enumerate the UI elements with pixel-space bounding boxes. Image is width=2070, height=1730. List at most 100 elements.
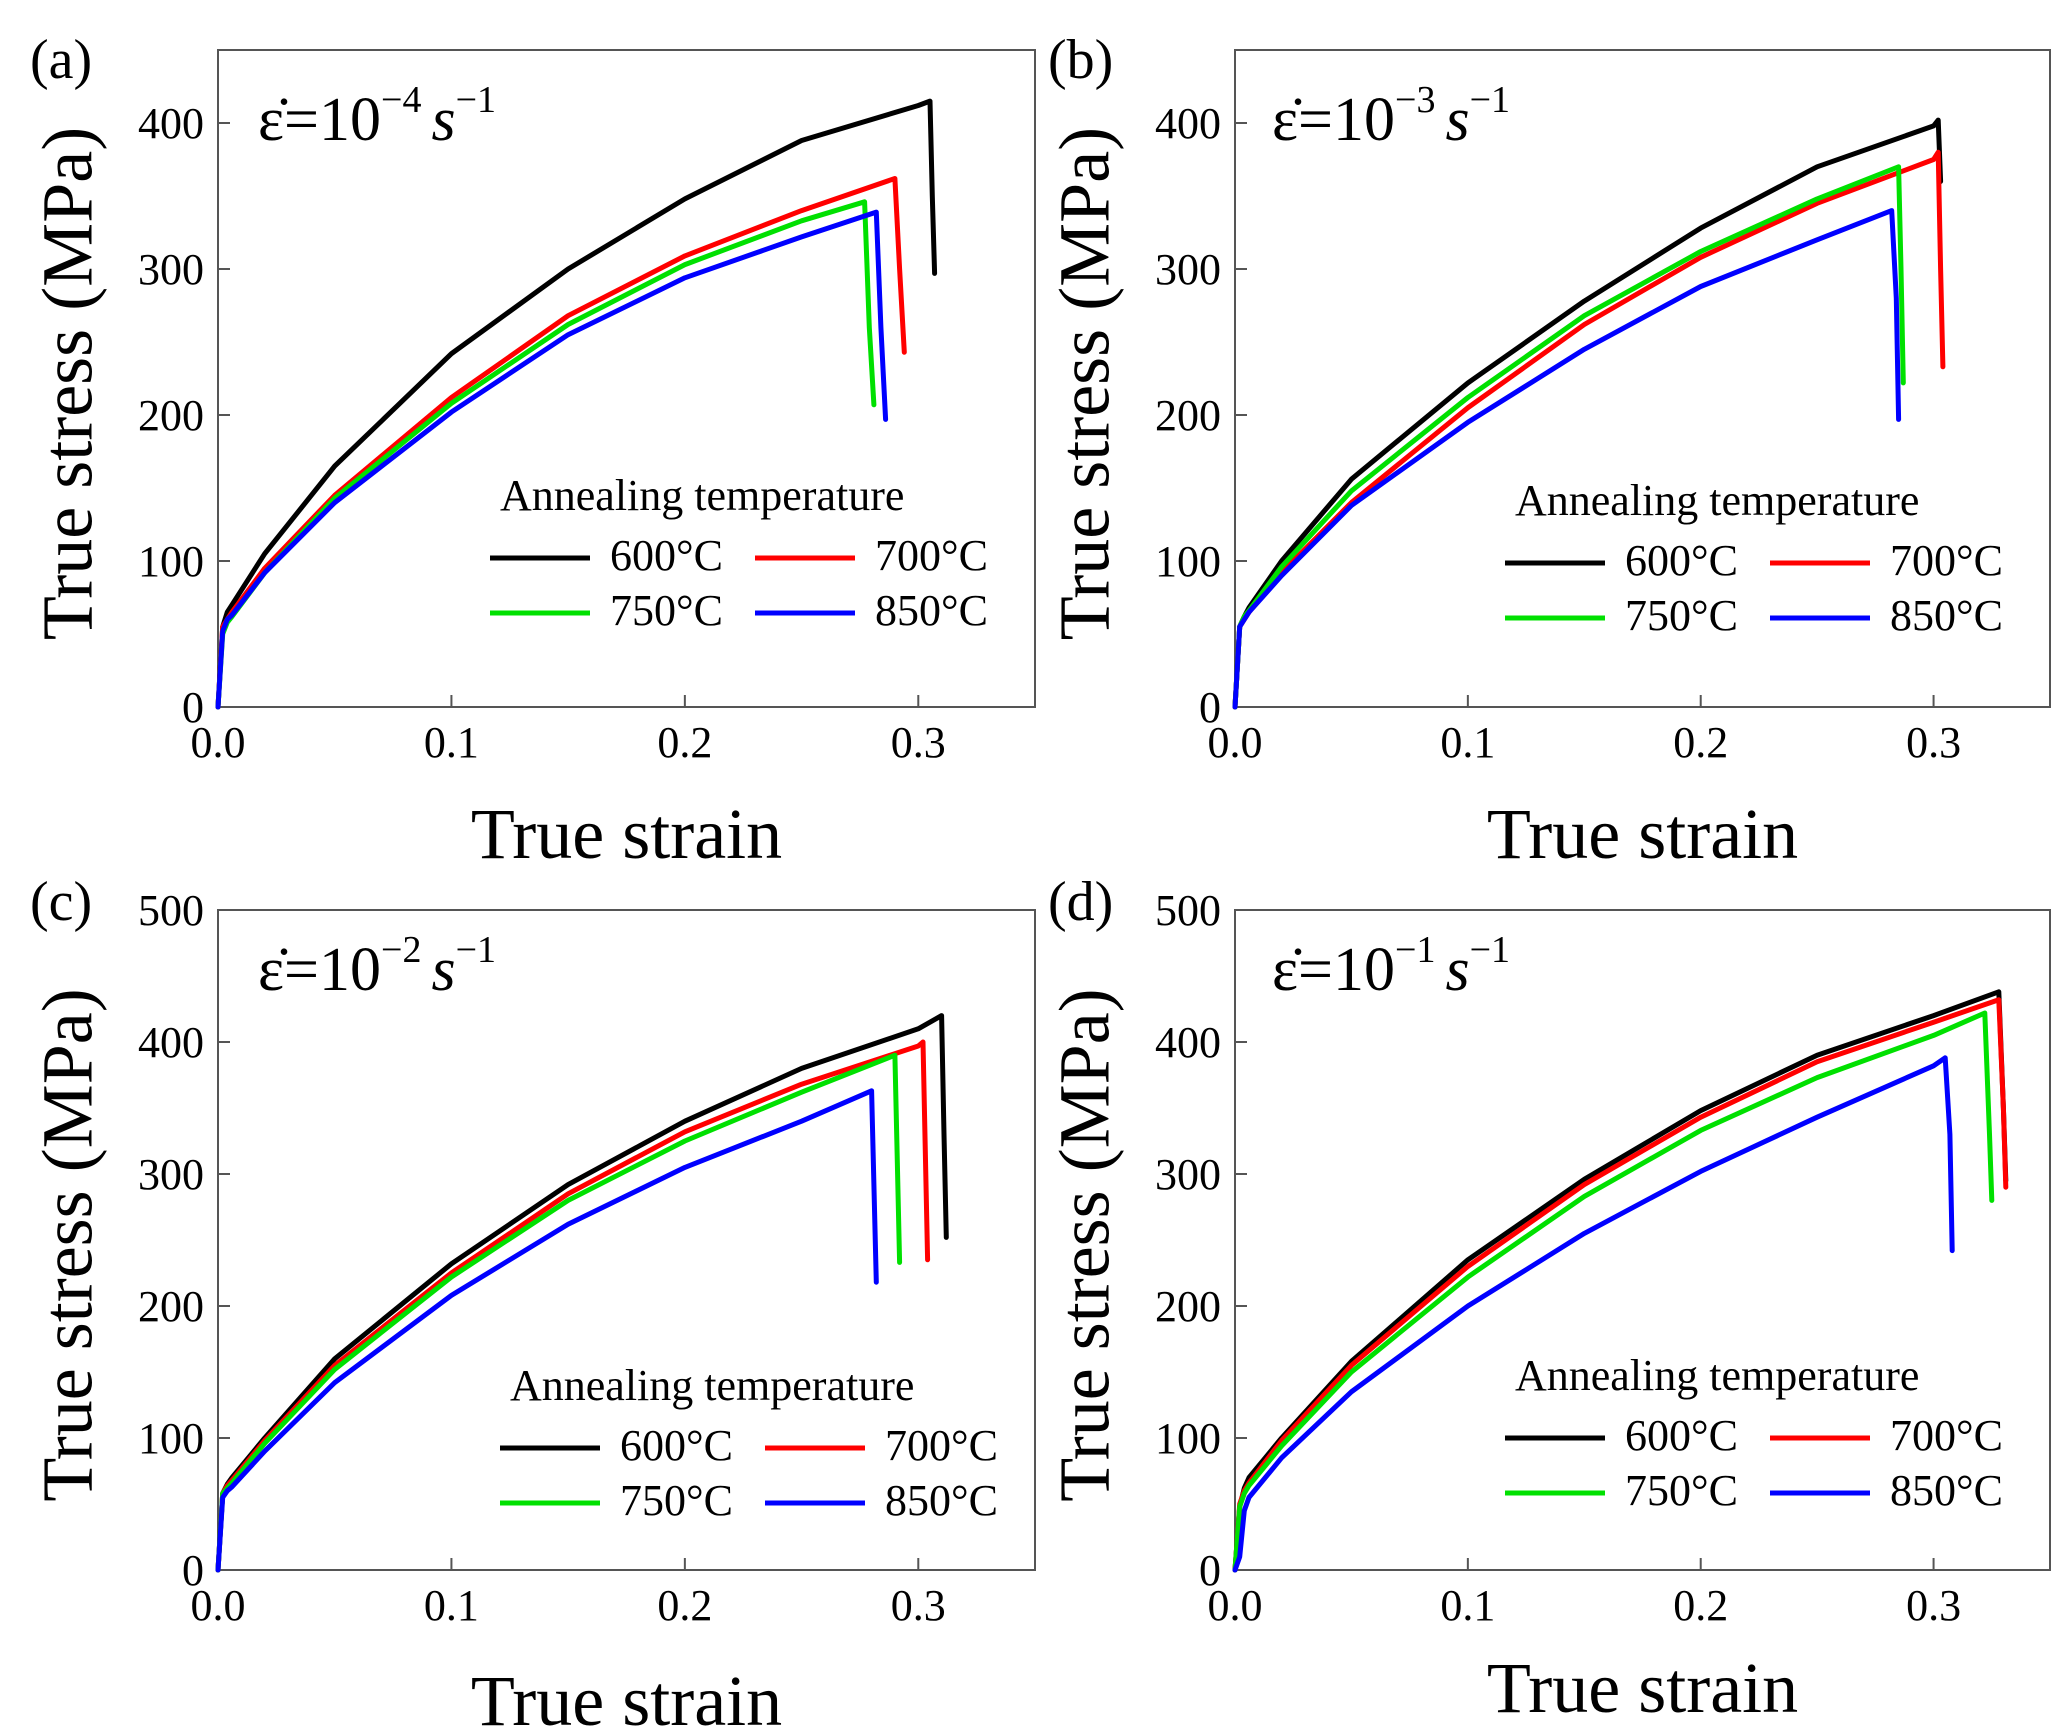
strain-rate-prefix: ε̇=10 bbox=[258, 936, 381, 1004]
plot-frame bbox=[217, 909, 1036, 1571]
series-line-750c bbox=[215, 199, 877, 710]
y-tick-label: 200 bbox=[138, 391, 204, 440]
panel-label: (c) bbox=[30, 871, 92, 933]
chart-panel: 0.0 0.1 0.2 0.3 0 100 200 300 400 True strain True… bbox=[28, 29, 1036, 874]
strain-rate-annotation: ε̇=10−1 s−1 bbox=[1272, 929, 1510, 1004]
legend-entry-label: 700°C bbox=[885, 1421, 998, 1470]
strain-rate-unit: s bbox=[1445, 936, 1469, 1004]
series-line-600c bbox=[215, 1013, 949, 1573]
x-tick-label: 0.3 bbox=[891, 1581, 946, 1630]
plot-frame bbox=[1234, 909, 2051, 1571]
x-axis-label: True strain bbox=[1487, 794, 1798, 874]
y-tick-label: 200 bbox=[1155, 1282, 1221, 1331]
strain-rate-unit-exponent: −1 bbox=[456, 79, 496, 121]
strain-rate-prefix: ε̇=10 bbox=[258, 86, 381, 154]
legend-entry-label: 750°C bbox=[1625, 591, 1738, 640]
y-tick-label: 0 bbox=[182, 683, 204, 732]
x-tick-label: 0.0 bbox=[1208, 718, 1263, 767]
y-tick-label: 100 bbox=[1155, 1414, 1221, 1463]
legend-entry-label: 750°C bbox=[620, 1476, 733, 1525]
y-tick-label: 300 bbox=[1155, 245, 1221, 294]
plot-frame bbox=[1234, 49, 2051, 708]
y-axis-label: True stress (MPa) bbox=[28, 988, 108, 1501]
legend-entry-label: 700°C bbox=[1890, 1411, 2003, 1460]
strain-rate-exponent: −3 bbox=[1395, 79, 1435, 121]
strain-rate-prefix: ε̇=10 bbox=[1272, 86, 1395, 154]
legend-entry-label: 850°C bbox=[885, 1476, 998, 1525]
y-tick-label: 0 bbox=[1199, 683, 1221, 732]
series-line-700c bbox=[1232, 149, 1946, 710]
strain-rate-annotation: ε̇=10−2 s−1 bbox=[258, 929, 496, 1004]
strain-rate-exponent: −2 bbox=[381, 929, 421, 971]
y-axis-label: True stress (MPa) bbox=[1045, 988, 1125, 1501]
series-line-750c bbox=[215, 1052, 903, 1573]
y-tick-label: 100 bbox=[1155, 537, 1221, 586]
x-tick-label: 0.3 bbox=[1906, 1581, 1961, 1630]
strain-rate-exponent: −1 bbox=[1395, 929, 1435, 971]
y-tick-label: 100 bbox=[138, 1414, 204, 1463]
plot-frame bbox=[217, 49, 1036, 708]
x-tick-label: 0.3 bbox=[891, 718, 946, 767]
chart-panel: 0.0 0.1 0.2 0.3 0 100 200 300 400 True strain True… bbox=[1045, 29, 2051, 874]
legend-entry-label: 600°C bbox=[1625, 1411, 1738, 1460]
legend-entry-label: 850°C bbox=[875, 586, 988, 635]
y-tick-label: 300 bbox=[138, 1150, 204, 1199]
x-tick-label: 0.1 bbox=[1440, 1581, 1495, 1630]
x-axis-label: True strain bbox=[471, 1661, 782, 1730]
legend-entry-label: 700°C bbox=[875, 531, 988, 580]
strain-rate-unit-exponent: −1 bbox=[1470, 79, 1510, 121]
strain-rate-unit: s bbox=[1445, 86, 1469, 154]
x-tick-label: 0.2 bbox=[1673, 718, 1728, 767]
legend-entry-label: 600°C bbox=[1625, 536, 1738, 585]
panel-label: (a) bbox=[30, 29, 92, 91]
y-tick-label: 500 bbox=[138, 886, 204, 935]
y-tick-label: 200 bbox=[138, 1282, 204, 1331]
x-tick-label: 0.1 bbox=[424, 718, 479, 767]
y-axis-label: True stress (MPa) bbox=[1045, 127, 1125, 640]
y-tick-label: 300 bbox=[138, 245, 204, 294]
legend-entry-label: 750°C bbox=[610, 586, 723, 635]
legend-entry-label: 600°C bbox=[610, 531, 723, 580]
y-tick-label: 0 bbox=[182, 1546, 204, 1595]
legend-entry-label: 750°C bbox=[1625, 1466, 1738, 1515]
y-tick-label: 500 bbox=[1155, 886, 1221, 935]
chart-panel: 0.0 0.1 0.2 0.3 0 100 200 300 400 500 True strain T… bbox=[1045, 871, 2051, 1728]
x-tick-label: 0.1 bbox=[424, 1581, 479, 1630]
legend-title: Annealing temperature bbox=[500, 471, 904, 520]
strain-rate-exponent: −4 bbox=[381, 79, 421, 121]
strain-rate-unit: s bbox=[431, 86, 455, 154]
strain-rate-annotation: ε̇=10−4 s−1 bbox=[258, 79, 496, 154]
x-tick-label: 0.3 bbox=[1906, 718, 1961, 767]
series-line-850c bbox=[1232, 1055, 1955, 1573]
y-tick-label: 400 bbox=[1155, 1018, 1221, 1067]
y-tick-label: 400 bbox=[138, 99, 204, 148]
x-tick-label: 0.2 bbox=[657, 718, 712, 767]
strain-rate-unit-exponent: −1 bbox=[1470, 929, 1510, 971]
series-line-850c bbox=[1232, 208, 1902, 710]
y-tick-label: 0 bbox=[1199, 1546, 1221, 1595]
y-tick-label: 400 bbox=[1155, 99, 1221, 148]
series-line-850c bbox=[215, 1088, 879, 1573]
series-line-750c bbox=[1232, 1010, 1995, 1573]
series-line-700c bbox=[215, 1039, 931, 1573]
x-axis-label: True strain bbox=[1487, 1648, 1798, 1728]
panel-label: (b) bbox=[1048, 29, 1113, 91]
legend-entry-label: 850°C bbox=[1890, 1466, 2003, 1515]
legend-title: Annealing temperature bbox=[510, 1361, 914, 1410]
x-tick-label: 0.0 bbox=[191, 1581, 246, 1630]
strain-rate-prefix: ε̇=10 bbox=[1272, 936, 1395, 1004]
legend-entry-label: 850°C bbox=[1890, 591, 2003, 640]
x-tick-label: 0.2 bbox=[657, 1581, 712, 1630]
legend-title: Annealing temperature bbox=[1515, 476, 1919, 525]
legend-entry-label: 600°C bbox=[620, 1421, 733, 1470]
y-axis-label: True stress (MPa) bbox=[28, 127, 108, 640]
strain-rate-unit: s bbox=[431, 936, 455, 1004]
x-axis-label: True strain bbox=[471, 794, 782, 874]
chart-panel: 0.0 0.1 0.2 0.3 0 100 200 300 400 500 True strain T… bbox=[28, 871, 1036, 1730]
y-tick-label: 100 bbox=[138, 537, 204, 586]
series-line-700c bbox=[215, 176, 907, 710]
y-tick-label: 400 bbox=[138, 1018, 204, 1067]
panel-label: (d) bbox=[1048, 871, 1113, 933]
x-tick-label: 0.2 bbox=[1673, 1581, 1728, 1630]
